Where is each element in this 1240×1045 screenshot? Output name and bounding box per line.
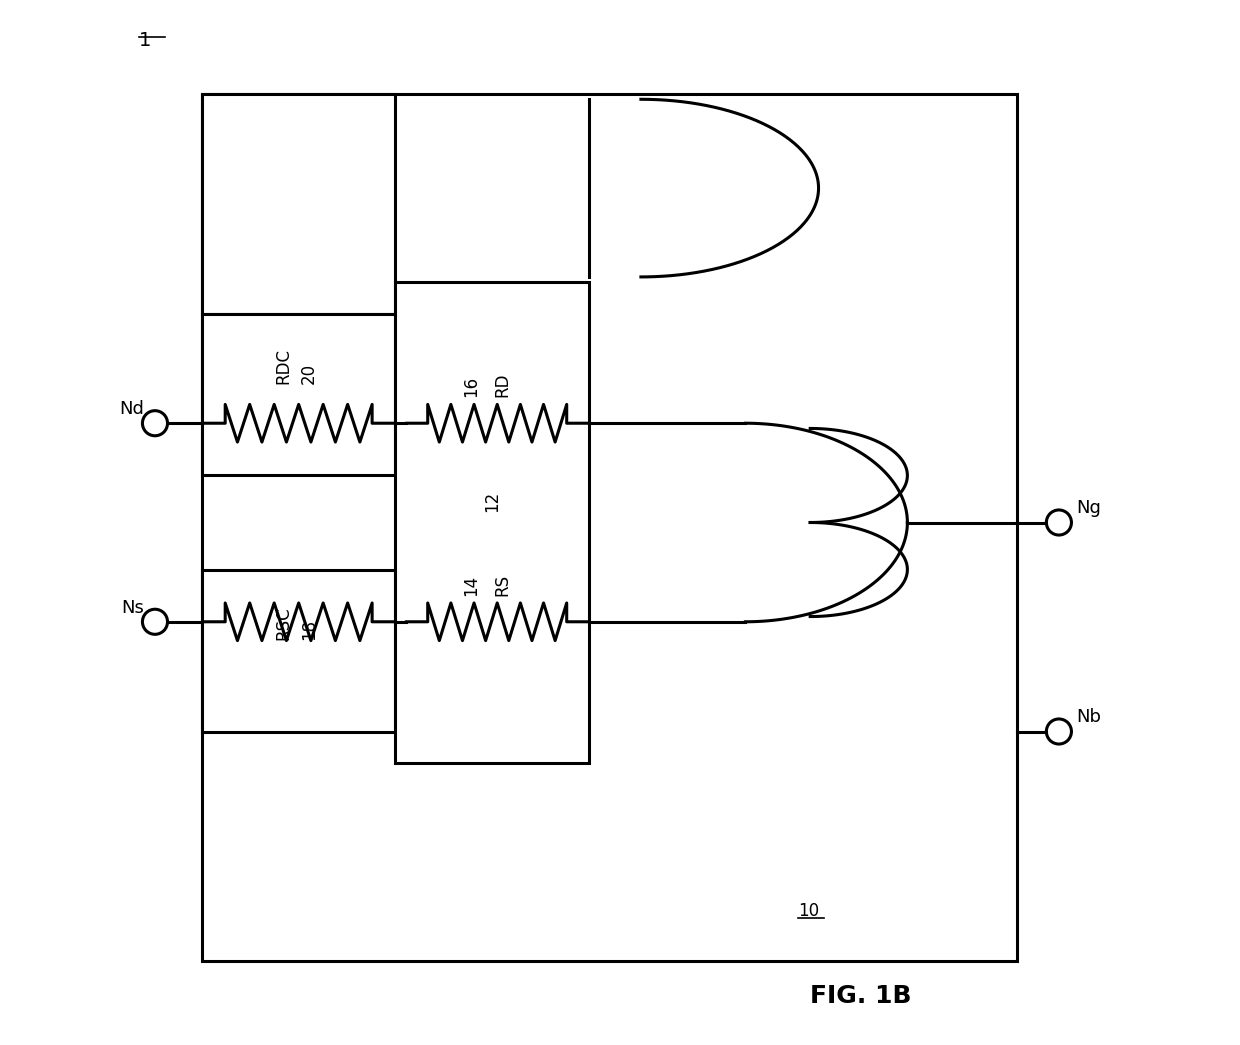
Bar xyxy=(202,314,396,475)
Text: RSC: RSC xyxy=(274,606,291,640)
Bar xyxy=(202,570,396,732)
Bar xyxy=(396,282,589,763)
Text: Ns: Ns xyxy=(122,599,145,617)
Bar xyxy=(202,94,1017,961)
Text: Nd: Nd xyxy=(119,400,145,418)
Text: 14: 14 xyxy=(463,575,480,596)
Text: Ng: Ng xyxy=(1076,500,1101,517)
Text: RD: RD xyxy=(494,373,511,397)
Text: 1: 1 xyxy=(139,31,151,50)
Text: 20: 20 xyxy=(300,363,319,385)
Text: RS: RS xyxy=(494,574,511,596)
Text: RDC: RDC xyxy=(274,348,291,385)
Text: 10: 10 xyxy=(797,902,818,920)
Bar xyxy=(202,94,396,314)
Text: Nb: Nb xyxy=(1076,709,1101,726)
Text: 16: 16 xyxy=(463,376,480,397)
Text: 18: 18 xyxy=(300,619,319,640)
Text: FIG. 1B: FIG. 1B xyxy=(810,984,911,1008)
Text: 12: 12 xyxy=(484,491,501,512)
